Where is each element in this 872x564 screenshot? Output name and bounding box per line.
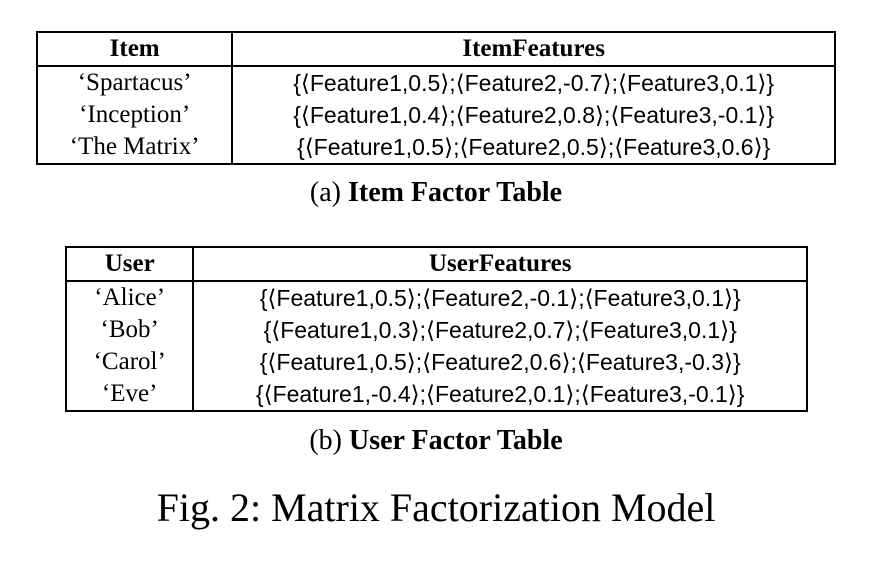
- caption-title: User Factor Table: [349, 425, 563, 456]
- user-features-cell: {⟨Feature1,-0.4⟩;⟨Feature2,0.1⟩;⟨Feature…: [255, 381, 745, 407]
- item-features-cell: {⟨Feature1,0.5⟩;⟨Feature2,0.5⟩;⟨Feature3…: [297, 134, 771, 160]
- item-features-cell: {⟨Feature1,0.4⟩;⟨Feature2,0.8⟩;⟨Feature3…: [293, 102, 775, 128]
- item-table-caption: (a) Item Factor Table: [0, 176, 872, 210]
- item-name-cell: ‘Inception’: [37, 99, 234, 131]
- user-factor-table: User UserFeatures ‘Alice’ {⟨Feature1,0.5…: [65, 246, 808, 412]
- item-factor-table: Item ItemFeatures ‘Spartacus’ {⟨Feature1…: [36, 31, 836, 165]
- table-row: ‘Eve’ {⟨Feature1,-0.4⟩;⟨Feature2,0.1⟩;⟨F…: [66, 378, 807, 411]
- figure-caption: Fig. 2: Matrix Factorization Model: [156, 485, 716, 530]
- item-name-cell: ‘Spartacus’: [37, 66, 234, 99]
- user-features-cell: {⟨Feature1,0.5⟩;⟨Feature2,0.6⟩;⟨Feature3…: [259, 349, 741, 375]
- caption-title: Item Factor Table: [347, 177, 563, 208]
- user-features-column-header: UserFeatures: [193, 247, 807, 282]
- table-row: ‘The Matrix’ {⟨Feature1,0.5⟩;⟨Feature2,0…: [37, 131, 835, 164]
- table-row: ‘Bob’ {⟨Feature1,0.3⟩;⟨Feature2,0.7⟩;⟨Fe…: [66, 314, 807, 346]
- table-header-row: Item ItemFeatures: [37, 32, 835, 67]
- user-column-header: User: [66, 247, 195, 282]
- user-features-cell: {⟨Feature1,0.3⟩;⟨Feature2,0.7⟩;⟨Feature3…: [263, 317, 737, 343]
- user-features-cell: {⟨Feature1,0.5⟩;⟨Feature2,-0.1⟩;⟨Feature…: [259, 285, 741, 311]
- user-name-cell: ‘Alice’: [66, 281, 195, 314]
- item-name-cell: ‘The Matrix’: [37, 131, 234, 164]
- caption-label: (b): [309, 425, 343, 456]
- item-features-column-header: ItemFeatures: [232, 32, 835, 67]
- user-table-caption: (b) User Factor Table: [0, 424, 872, 458]
- table-row: ‘Spartacus’ {⟨Feature1,0.5⟩;⟨Feature2,-0…: [37, 66, 835, 99]
- table-header-row: User UserFeatures: [66, 247, 807, 282]
- table-row: ‘Inception’ {⟨Feature1,0.4⟩;⟨Feature2,0.…: [37, 99, 835, 131]
- item-features-cell: {⟨Feature1,0.5⟩;⟨Feature2,-0.7⟩;⟨Feature…: [293, 70, 775, 96]
- item-column-header: Item: [37, 32, 234, 67]
- user-name-cell: ‘Eve’: [66, 378, 195, 411]
- table-row: ‘Carol’ {⟨Feature1,0.5⟩;⟨Feature2,0.6⟩;⟨…: [66, 346, 807, 378]
- caption-label: (a): [309, 177, 341, 208]
- user-name-cell: ‘Carol’: [66, 346, 195, 378]
- table-row: ‘Alice’ {⟨Feature1,0.5⟩;⟨Feature2,-0.1⟩;…: [66, 281, 807, 314]
- user-name-cell: ‘Bob’: [66, 314, 195, 346]
